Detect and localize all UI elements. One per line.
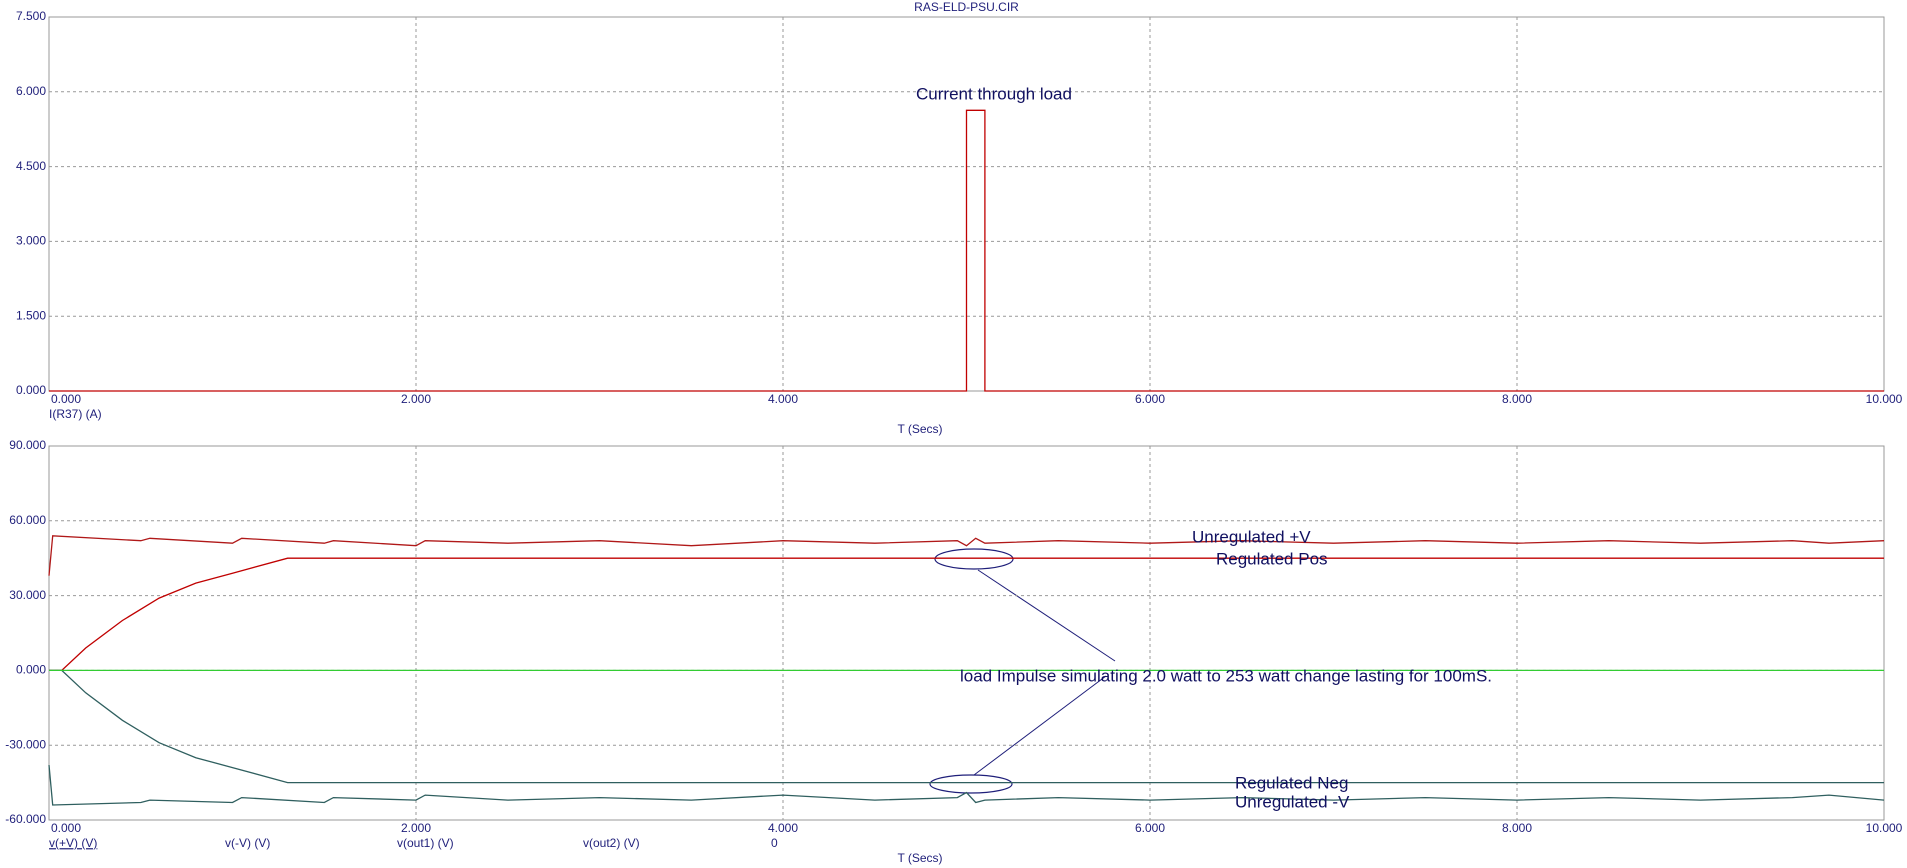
y-tick-label: 4.500 bbox=[16, 159, 46, 173]
x-tick-label: 8.000 bbox=[1502, 392, 1532, 406]
y-tick-label: 90.000 bbox=[9, 438, 46, 452]
x-tick-label: 8.000 bbox=[1502, 821, 1532, 835]
y-tick-label: 1.500 bbox=[16, 308, 46, 322]
series-line bbox=[49, 669, 1884, 784]
y-tick-label: 0.000 bbox=[16, 383, 46, 397]
x-tick-label: 2.000 bbox=[401, 821, 431, 835]
x-tick-label: 6.000 bbox=[1135, 821, 1165, 835]
pointer-line bbox=[977, 569, 1116, 662]
pointer-line bbox=[973, 675, 1107, 776]
series-line bbox=[48, 765, 1885, 806]
highlight-ellipse bbox=[934, 548, 1014, 570]
annotation: Regulated Pos bbox=[1216, 549, 1328, 568]
x-tick-label: 0.000 bbox=[51, 392, 81, 406]
series-line bbox=[49, 557, 1884, 672]
series-line bbox=[49, 109, 1884, 392]
x-axis-label: T (Secs) bbox=[897, 422, 942, 436]
annotation: Current through load bbox=[916, 84, 1072, 103]
y-tick-label: -30.000 bbox=[5, 737, 46, 751]
x-tick-label: 2.000 bbox=[401, 392, 431, 406]
y-tick-label: 30.000 bbox=[9, 588, 46, 602]
legend-entry: 0 bbox=[771, 836, 778, 850]
annotation: Regulated Neg bbox=[1235, 773, 1348, 792]
x-tick-label: 4.000 bbox=[768, 821, 798, 835]
legend-entry: I(R37) (A) bbox=[49, 407, 102, 421]
y-tick-label: 3.000 bbox=[16, 234, 46, 248]
x-axis-label: T (Secs) bbox=[897, 851, 942, 865]
x-tick-label: 10.000 bbox=[1866, 821, 1903, 835]
highlight-ellipse bbox=[929, 774, 1013, 794]
annotation: Unregulated -V bbox=[1235, 792, 1350, 811]
legend-entry: v(+V) (V) bbox=[49, 836, 97, 850]
plot-frame bbox=[48, 445, 1885, 821]
x-tick-label: 0.000 bbox=[51, 821, 81, 835]
annotation: load Impulse simulating 2.0 watt to 253 … bbox=[960, 666, 1492, 685]
x-tick-label: 4.000 bbox=[768, 392, 798, 406]
legend-entry: v(-V) (V) bbox=[225, 836, 270, 850]
x-tick-label: 10.000 bbox=[1866, 392, 1903, 406]
y-tick-label: 6.000 bbox=[16, 84, 46, 98]
y-tick-label: 0.000 bbox=[16, 663, 46, 677]
chart-title: RAS-ELD-PSU.CIR bbox=[914, 0, 1019, 14]
y-tick-label: -60.000 bbox=[5, 812, 46, 826]
y-tick-label: 7.500 bbox=[16, 9, 46, 23]
legend-entry: v(out1) (V) bbox=[397, 836, 454, 850]
x-tick-label: 6.000 bbox=[1135, 392, 1165, 406]
y-tick-label: 60.000 bbox=[9, 513, 46, 527]
legend-entry: v(out2) (V) bbox=[583, 836, 640, 850]
series-line bbox=[48, 535, 1885, 576]
annotation: Unregulated +V bbox=[1192, 527, 1311, 546]
